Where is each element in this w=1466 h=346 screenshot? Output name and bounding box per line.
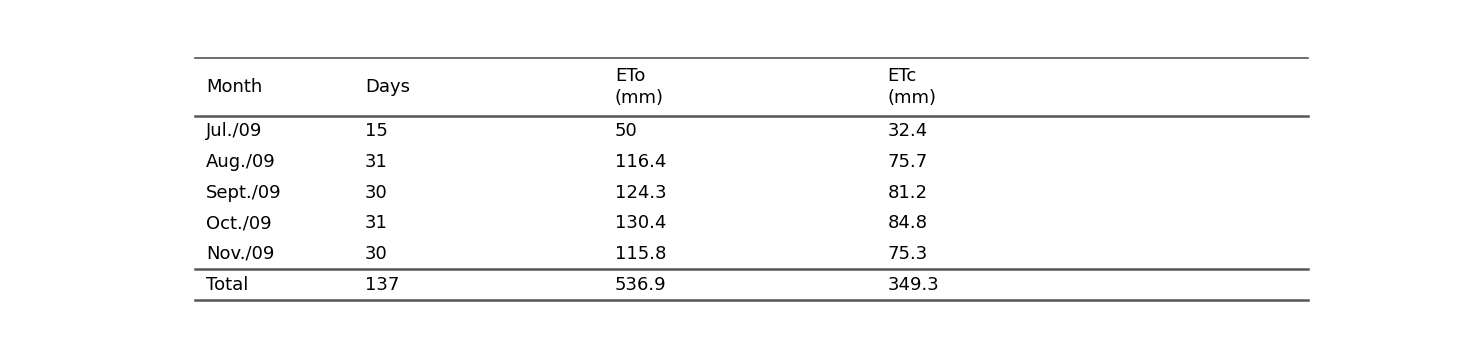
Text: 137: 137 bbox=[365, 276, 399, 294]
Text: Oct./09: Oct./09 bbox=[205, 215, 271, 233]
Text: 75.7: 75.7 bbox=[888, 153, 928, 171]
Text: Days: Days bbox=[365, 78, 410, 96]
Text: 116.4: 116.4 bbox=[616, 153, 667, 171]
Text: 115.8: 115.8 bbox=[616, 245, 667, 263]
Text: Month: Month bbox=[205, 78, 262, 96]
Text: 75.3: 75.3 bbox=[888, 245, 928, 263]
Text: 32.4: 32.4 bbox=[888, 122, 928, 140]
Text: 124.3: 124.3 bbox=[616, 184, 667, 202]
Text: Jul./09: Jul./09 bbox=[205, 122, 262, 140]
Text: Aug./09: Aug./09 bbox=[205, 153, 276, 171]
Text: Total: Total bbox=[205, 276, 248, 294]
Text: 31: 31 bbox=[365, 215, 388, 233]
Text: 130.4: 130.4 bbox=[616, 215, 667, 233]
Text: 15: 15 bbox=[365, 122, 388, 140]
Text: ETo
(mm): ETo (mm) bbox=[616, 67, 664, 107]
Text: 81.2: 81.2 bbox=[888, 184, 928, 202]
Text: Nov./09: Nov./09 bbox=[205, 245, 274, 263]
Text: ETc
(mm): ETc (mm) bbox=[888, 67, 937, 107]
Text: 31: 31 bbox=[365, 153, 388, 171]
Text: 50: 50 bbox=[616, 122, 638, 140]
Text: 349.3: 349.3 bbox=[888, 276, 940, 294]
Text: 30: 30 bbox=[365, 245, 388, 263]
Text: 84.8: 84.8 bbox=[888, 215, 928, 233]
Text: Sept./09: Sept./09 bbox=[205, 184, 281, 202]
Text: 536.9: 536.9 bbox=[616, 276, 667, 294]
Text: 30: 30 bbox=[365, 184, 388, 202]
